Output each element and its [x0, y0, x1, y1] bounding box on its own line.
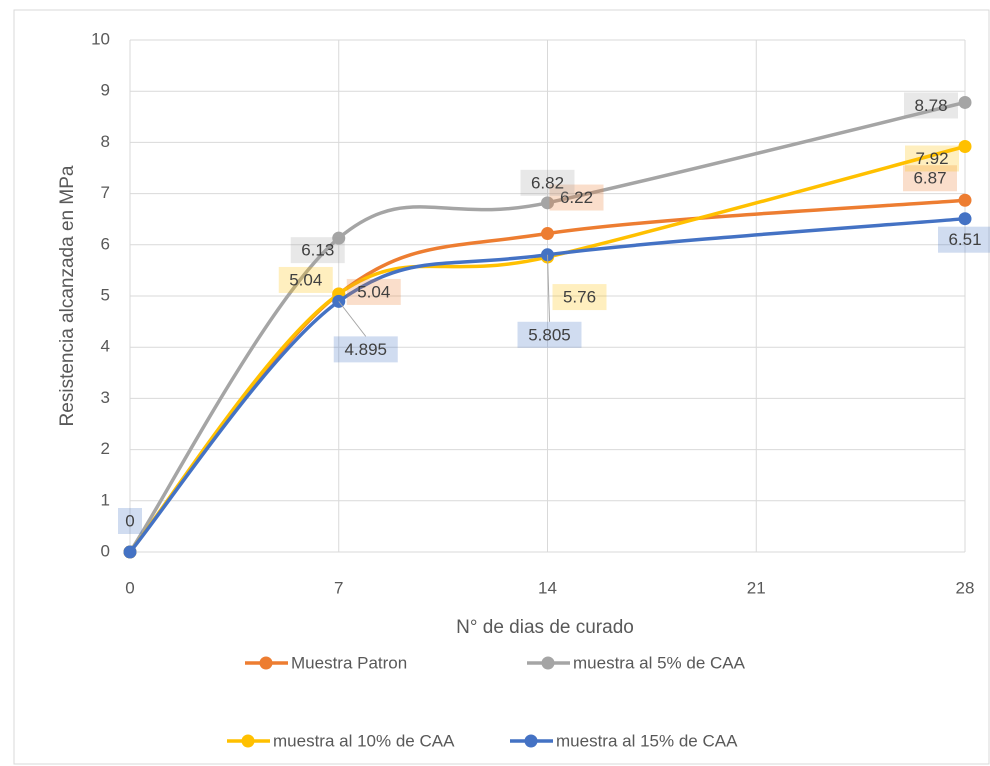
series-line: [128, 144, 967, 554]
data-label-box: [346, 278, 401, 305]
data-point: [541, 227, 554, 241]
data-point: [541, 196, 554, 210]
data-label-box: [333, 336, 398, 363]
data-label-box: [552, 284, 607, 311]
x-tick-label: 0: [125, 578, 134, 597]
data-point: [123, 545, 137, 559]
data-label-box: [278, 266, 333, 293]
data-point: [332, 231, 346, 245]
y-tick-label: 6: [101, 234, 110, 253]
y-tick-label: 3: [101, 388, 110, 407]
leader-line: [547, 254, 550, 322]
legend-label: muestra al 15% de CAA: [556, 731, 738, 750]
data-point: [958, 139, 972, 153]
data-point: [958, 212, 972, 226]
data-label-box: [549, 184, 604, 211]
data-label-box: [938, 226, 990, 253]
data-label: 6.87: [913, 169, 946, 188]
data-label-box: [903, 165, 957, 192]
data-label-box: [904, 92, 958, 119]
legend-marker: [524, 734, 538, 748]
data-label-box: [520, 169, 575, 196]
data-label: 6.51: [948, 230, 981, 249]
data-label-box: [118, 508, 142, 534]
leader-line: [338, 301, 367, 337]
x-tick-label: 28: [956, 578, 975, 597]
legend-label: muestra al 10% de CAA: [273, 731, 455, 750]
data-label: 6.22: [560, 188, 593, 207]
data-label-box: [517, 321, 582, 348]
x-tick-label: 14: [538, 578, 557, 597]
y-axis-label: Resistencia alcanzada en MPa: [57, 165, 78, 426]
y-tick-label: 8: [101, 132, 110, 151]
data-point: [958, 95, 972, 109]
legend-marker: [241, 734, 255, 748]
data-point: [958, 193, 972, 207]
y-tick-label: 7: [101, 183, 110, 202]
data-label: 0: [125, 511, 134, 530]
y-tick-label: 9: [101, 81, 110, 100]
data-label: 5.805: [528, 325, 571, 344]
x-tick-label: 21: [747, 578, 766, 597]
data-label: 6.82: [531, 173, 564, 192]
y-tick-label: 4: [101, 337, 110, 356]
legend-label: Muestra Patron: [291, 653, 407, 672]
data-label: 5.76: [563, 288, 596, 307]
data-label-box: [905, 145, 959, 172]
y-tick-label: 0: [101, 541, 110, 560]
x-tick-label: 7: [334, 578, 343, 597]
y-tick-label: 5: [101, 285, 110, 304]
legend-marker: [259, 656, 273, 670]
data-label: 4.895: [344, 340, 387, 359]
x-axis-label: N° de dias de curado: [456, 617, 634, 638]
series-line: [128, 216, 967, 554]
series-line: [128, 100, 967, 554]
data-label: 8.78: [914, 96, 947, 115]
legend-label: muestra al 5% de CAA: [573, 653, 746, 672]
legend-marker: [541, 656, 555, 670]
y-tick-label: 1: [101, 490, 110, 509]
data-label: 5.04: [289, 270, 322, 289]
data-label-box: [290, 237, 345, 264]
y-tick-label: 2: [101, 439, 110, 458]
chart-frame: [13, 9, 990, 765]
data-label: 6.13: [301, 241, 334, 260]
data-label: 7.92: [915, 149, 948, 168]
y-tick-label: 10: [91, 29, 110, 48]
data-label: 5.04: [357, 282, 390, 301]
